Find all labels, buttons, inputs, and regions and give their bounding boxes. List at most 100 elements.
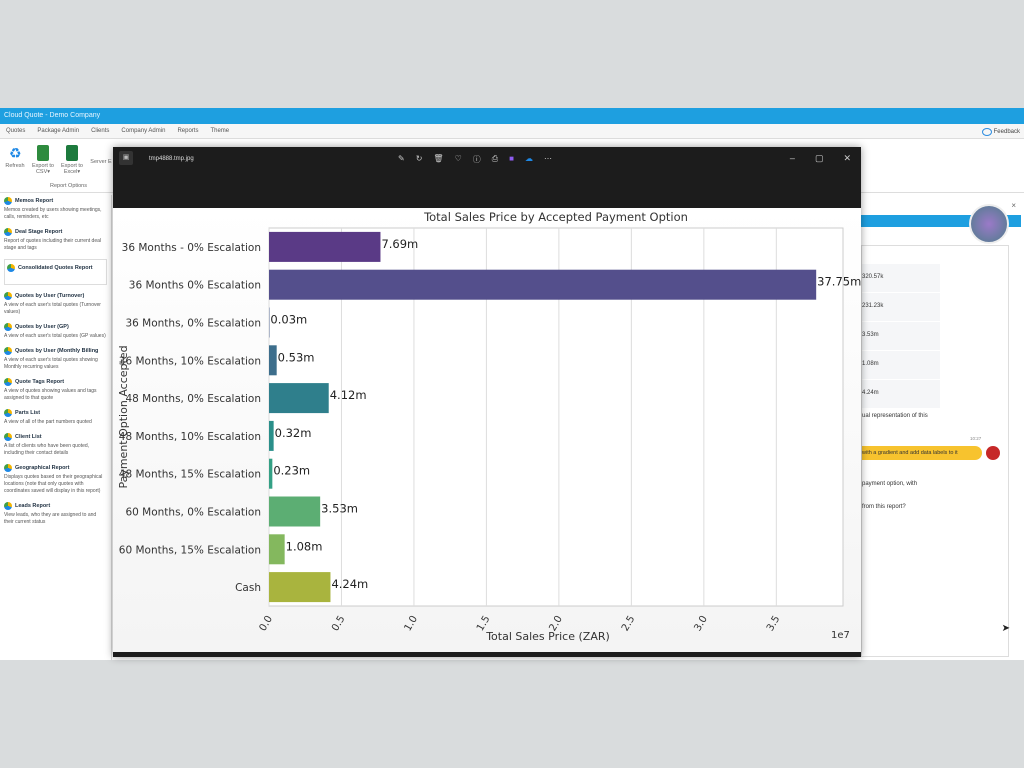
- bar: [269, 420, 274, 451]
- report-title-text: Memos Report: [15, 198, 54, 204]
- bar: [269, 496, 321, 527]
- bar: [269, 231, 381, 262]
- report-description: A view of all of the part numbers quoted: [4, 419, 92, 425]
- report-item[interactable]: Quotes by User (GP) A view of each user's…: [4, 323, 107, 340]
- report-item[interactable]: Geographical Report Displays quotes based…: [4, 464, 107, 495]
- bar: [269, 383, 329, 414]
- maximize-icon[interactable]: ▢: [814, 153, 824, 163]
- report-item[interactable]: Quotes by User (Monthly Billing A view of…: [4, 347, 107, 371]
- y-tick-label: 48 Months, 0% Escalation: [125, 393, 261, 405]
- table-cell: 231.23k: [862, 293, 940, 321]
- user-message-bubble: with a gradient and add data labels to i…: [862, 446, 982, 460]
- report-description: A view of each user's total quotes (Turn…: [4, 302, 101, 315]
- send-icon[interactable]: ➤: [1001, 623, 1010, 634]
- menu-theme[interactable]: Theme: [210, 128, 230, 134]
- report-description: A view of each user's total quotes (GP v…: [4, 333, 106, 339]
- bar: [269, 572, 331, 603]
- more-icon[interactable]: ⋯: [543, 154, 552, 163]
- report-title-text: Leads Report: [15, 503, 51, 509]
- report-item[interactable]: Quote Tags Report A view of quotes showin…: [4, 378, 107, 402]
- bar-chart: 0.0 0.5 1.0 1.5 2.0 2.5 3.0 3.536 Months - 0% E…: [117, 210, 861, 643]
- report-icon: [4, 378, 12, 386]
- table-cell: 3.53m: [862, 322, 940, 350]
- y-tick-label: Cash: [235, 582, 261, 594]
- x-tick-label: 0.0: [258, 614, 275, 633]
- close-icon[interactable]: ✕: [843, 153, 851, 163]
- x-tick-label: 1.0: [403, 614, 420, 633]
- close-icon[interactable]: ×: [1011, 201, 1016, 210]
- report-item[interactable]: Memos Report Memos created by users showi…: [4, 197, 107, 221]
- server-label: Server E: [90, 159, 112, 165]
- data-label: 4.12m: [330, 388, 367, 402]
- clipchamp-icon[interactable]: ■: [509, 154, 514, 163]
- viewer-filename: tmp4888.tmp.jpg: [149, 156, 194, 162]
- delete-icon[interactable]: 🗑: [433, 154, 444, 163]
- bar: [269, 269, 817, 300]
- chart-title: Total Sales Price by Accepted Payment Op…: [423, 210, 688, 224]
- user-avatar: [986, 446, 1000, 460]
- export-excel-button[interactable]: Export to Excel▾: [59, 145, 85, 175]
- export-csv-button[interactable]: Export to CSV▾: [30, 145, 56, 175]
- data-label: 1.08m: [286, 539, 323, 553]
- server-button[interactable]: Server E: [88, 159, 114, 165]
- report-item[interactable]: Leads Report View leads, who they are ass…: [4, 502, 107, 526]
- data-label: 37.75m: [817, 275, 861, 289]
- data-label: 0.53m: [278, 350, 315, 364]
- y-tick-label: 36 Months - 0% Escalation: [122, 242, 261, 254]
- onedrive-icon[interactable]: ☁: [524, 154, 533, 163]
- table-cell: 1.08m: [862, 351, 940, 379]
- data-label: 3.53m: [321, 502, 358, 516]
- report-icon: [4, 228, 12, 236]
- export-excel-label: Export to Excel▾: [60, 163, 83, 175]
- rotate-icon[interactable]: ↻: [415, 154, 423, 163]
- menu-quotes[interactable]: Quotes: [6, 128, 26, 134]
- print-icon[interactable]: ⎙: [491, 154, 499, 163]
- data-label: 0.03m: [270, 313, 307, 327]
- menu-company-admin[interactable]: Company Admin: [121, 128, 166, 134]
- report-description: View leads, who they are assigned to and…: [4, 512, 97, 525]
- x-tick-label: 2.5: [620, 614, 637, 633]
- x-offset-label: 1e7: [831, 630, 850, 641]
- menu-package-admin[interactable]: Package Admin: [37, 128, 80, 134]
- report-title-text: Consolidated Quotes Report: [18, 265, 93, 271]
- y-tick-label: 36 Months 0% Escalation: [129, 280, 261, 292]
- export-csv-label: Export to CSV▾: [31, 163, 54, 175]
- report-item[interactable]: Quotes by User (Turnover) A view of each …: [4, 292, 107, 316]
- report-icon: [4, 433, 12, 441]
- bar: [269, 534, 285, 565]
- edit-icon[interactable]: ✎: [398, 154, 405, 163]
- report-title: Quotes by User (Turnover): [4, 292, 107, 300]
- report-item[interactable]: Deal Stage Report Report of quotes includ…: [4, 228, 107, 252]
- x-tick-label: 3.0: [692, 614, 709, 633]
- chat-messages: 320.57k 231.23k 3.53m 1.08m 4.24m ual re…: [861, 245, 1009, 657]
- heart-icon[interactable]: ♡: [454, 154, 462, 163]
- report-icon: [4, 347, 12, 355]
- report-description: Displays quotes based on their geographi…: [4, 474, 103, 494]
- menu-clients[interactable]: Clients: [91, 128, 110, 134]
- report-title: Leads Report: [4, 502, 107, 510]
- report-title-text: Quotes by User (GP): [15, 324, 69, 330]
- bar: [269, 345, 277, 376]
- report-item[interactable]: Consolidated Quotes Report: [4, 259, 107, 285]
- minimize-icon[interactable]: –: [789, 153, 795, 163]
- refresh-label: Refresh: [5, 163, 25, 169]
- assistant-message: ual representation of this: [862, 413, 928, 419]
- info-icon[interactable]: ⓘ: [472, 155, 481, 164]
- report-title: Consolidated Quotes Report: [7, 264, 104, 272]
- report-item[interactable]: Client List A list of clients who have be…: [4, 433, 107, 457]
- data-label: 0.23m: [273, 464, 310, 478]
- y-tick-label: 60 Months, 15% Escalation: [119, 544, 261, 556]
- y-tick-label: 36 Months, 10% Escalation: [119, 355, 261, 367]
- report-icon: [4, 502, 12, 510]
- report-title-text: Deal Stage Report: [15, 229, 63, 235]
- menu-reports[interactable]: Reports: [177, 128, 199, 134]
- report-icon: [4, 464, 12, 472]
- menu-bar: Quotes Package Admin Clients Company Admin R…: [0, 124, 1024, 139]
- report-title: Memos Report: [4, 197, 107, 205]
- report-icon: [4, 409, 12, 417]
- refresh-button[interactable]: ♻ Refresh: [2, 145, 28, 169]
- y-axis-label: Payment Option Accepted: [117, 345, 130, 488]
- feedback-button[interactable]: Feedback: [981, 128, 1020, 136]
- report-item[interactable]: Parts List A view of all of the part numb…: [4, 409, 107, 426]
- photo-viewer-window: ▣ tmp4888.tmp.jpg ✎ ↻ 🗑 ♡ ⓘ ⎙ ■ ☁ ⋯ – ▢ …: [113, 147, 861, 657]
